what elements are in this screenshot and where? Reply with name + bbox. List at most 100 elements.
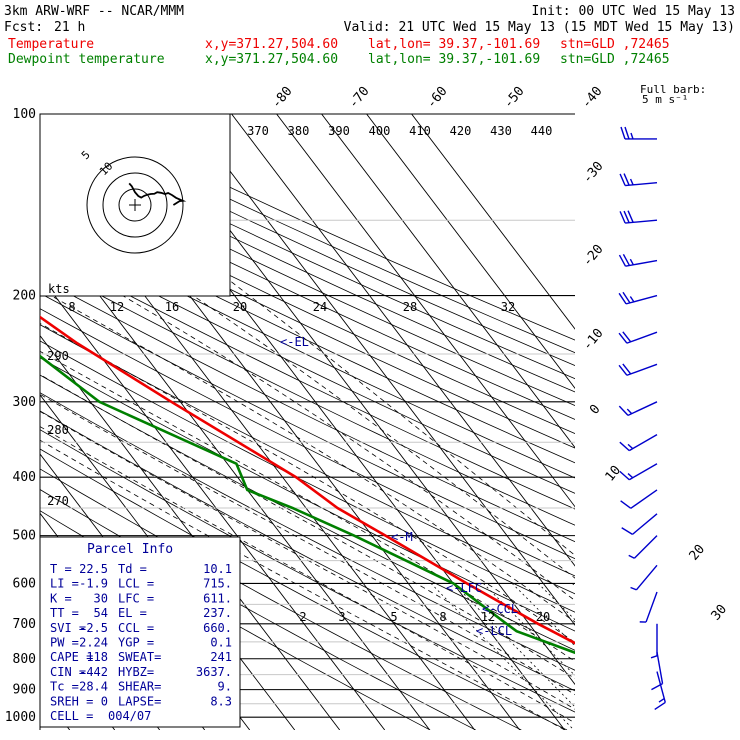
hodograph-kts-label: kts	[48, 282, 70, 296]
parcel-info-cell: 118	[86, 650, 108, 664]
theta-e-label: 440	[531, 124, 553, 138]
isotherm-right-label: -30	[580, 159, 607, 187]
temp-legend-stn: stn=GLD ,72465	[560, 37, 670, 52]
parcel-info-cell: 8.3	[210, 694, 232, 708]
pressure-label: 800	[13, 652, 36, 667]
isotherm-right-label: 10	[603, 463, 625, 485]
wind-barb	[620, 489, 658, 509]
parcel-info-cell: 237.	[203, 606, 232, 620]
temp-legend-xy: x,y=371.27,504.60	[205, 37, 338, 52]
barb-legend-line1: Full barb:	[640, 83, 706, 96]
wind-barb	[619, 433, 658, 452]
theta-e-label: 390	[328, 124, 350, 138]
level-annotation: <-LCL	[476, 624, 512, 638]
pressure-label: 1000	[5, 710, 36, 725]
isotherm-right-label: -20	[580, 242, 607, 270]
parcel-info-cell: -442	[79, 665, 108, 679]
wind-barb	[618, 254, 658, 267]
mixing-ratio-upper-label: 12	[110, 300, 124, 314]
isotherm-right-label: -10	[580, 326, 607, 354]
dry-adiabat-line	[40, 154, 575, 406]
parcel-info-cell: 10.1	[203, 562, 232, 576]
wind-barb	[619, 173, 658, 187]
isotherm-line	[40, 216, 431, 730]
parcel-info-cell: 660.	[203, 621, 232, 635]
parcel-info-cell: 715.	[203, 577, 232, 591]
dry-adiabat-line	[40, 167, 575, 420]
isotherm-line	[0, 114, 25, 730]
parcel-info-cell: 22.5	[79, 562, 108, 576]
wind-barb	[639, 591, 658, 623]
parcel-info-cell: 611.	[203, 591, 232, 605]
valid-time: Valid: 21 UTC Wed 15 May 13 (15 MDT Wed …	[344, 20, 735, 35]
wind-barb	[618, 291, 658, 305]
isotherm-right-label: 0	[587, 402, 604, 418]
mixing-ratio-lower-label: 2	[299, 610, 306, 624]
dry-adiabat-line	[40, 233, 575, 494]
mixing-ratio-upper-label: 32	[501, 300, 515, 314]
parcel-cell-value: 004/07	[108, 709, 151, 723]
parcel-info-cell: LI =	[50, 577, 79, 591]
isotherm-top-label: -50	[501, 84, 528, 112]
isotherm-top-label: -70	[346, 84, 373, 112]
temp-legend-latlon: lat,lon= 39.37,-101.69	[368, 37, 540, 52]
parcel-info-cell: Td =	[118, 562, 147, 576]
parcel-info-cell: SHEAR=	[118, 680, 161, 694]
mixing-ratio-lower-label: 12	[481, 610, 495, 624]
fcst-hours: 21 h	[54, 20, 85, 35]
parcel-info-cell: HYBZ=	[118, 665, 154, 679]
parcel-info-cell: CCL =	[118, 621, 154, 635]
dry-adiabat-line	[40, 277, 575, 543]
dry-adiabat-line	[40, 142, 575, 393]
temperature-profile-line	[40, 315, 575, 645]
theta-e-label: 420	[450, 124, 472, 138]
parcel-info-cell: 241	[210, 650, 232, 664]
dry-adiabat-line	[40, 206, 575, 464]
dew-legend-stn: stn=GLD ,72465	[560, 52, 670, 67]
wind-barb	[619, 463, 658, 481]
wind-barb	[618, 331, 658, 344]
mixing-ratio-line	[453, 583, 575, 708]
theta-e-label: 380	[288, 124, 310, 138]
dew-legend-latlon: lat,lon= 39.37,-101.69	[368, 52, 540, 67]
parcel-info-cell: CIN =	[50, 665, 86, 679]
parcel-info-box	[39, 536, 241, 728]
temp-legend-name: Temperature	[8, 37, 94, 52]
level-annotation: <-EL	[280, 335, 309, 349]
parcel-info-cell: Tc =	[50, 680, 79, 694]
dry-adiabat-line	[40, 340, 575, 613]
dry-adiabat-line	[40, 448, 568, 730]
dry-adiabat-line	[40, 118, 575, 366]
wind-barb	[618, 401, 658, 416]
barb-legend-line2: 5 m s⁻¹	[642, 93, 688, 106]
parcel-info-cell: YGP =	[118, 636, 154, 650]
pressure-label: 500	[13, 529, 36, 544]
parcel-info-cell: -1.9	[79, 577, 108, 591]
parcel-info-title: Parcel Info	[87, 542, 173, 557]
theta-e-label: 410	[409, 124, 431, 138]
theta-e-label: 430	[490, 124, 512, 138]
mixing-ratio-upper-label: 8	[68, 300, 75, 314]
pressure-label: 300	[13, 395, 36, 410]
pressure-label: 900	[13, 683, 36, 698]
pressure-label: 200	[13, 289, 36, 304]
parcel-info-cell: LAPSE=	[118, 694, 161, 708]
hodograph-ring	[102, 172, 168, 238]
mixing-ratio-lower-label: 8	[439, 610, 446, 624]
dewpoint-profile-line	[40, 354, 575, 655]
level-annotation: <-LFC	[446, 581, 482, 595]
dew-legend-name: Dewpoint temperature	[8, 52, 165, 67]
pressure-label: 400	[13, 470, 36, 485]
mixing-ratio-upper-label: 24	[313, 300, 327, 314]
isotherm-right-label: 20	[687, 542, 709, 564]
isotherm-line	[186, 114, 575, 626]
header: 3km ARW-WRF -- NCAR/MMM Init: 00 UTC Wed…	[4, 4, 735, 67]
isotherm-line	[321, 114, 575, 449]
parcel-info-cell: CAPE =	[50, 650, 93, 664]
parcel-info-cell: 0.1	[210, 636, 232, 650]
fcst-label: Fcst:	[4, 20, 43, 35]
wind-barb	[628, 535, 658, 559]
theta-e-label: 400	[369, 124, 391, 138]
dry-adiabat-line	[40, 292, 575, 560]
